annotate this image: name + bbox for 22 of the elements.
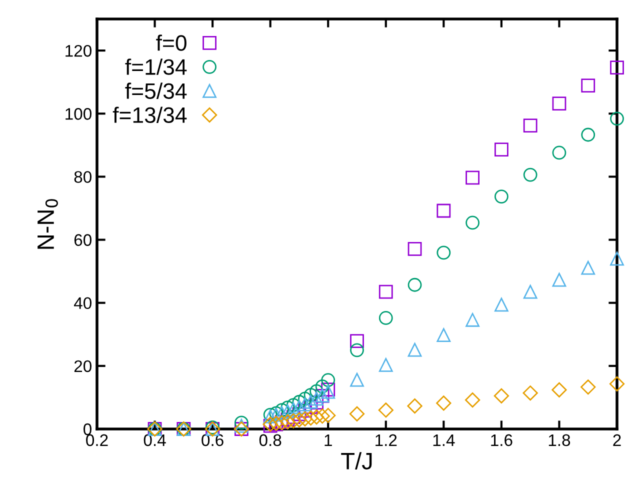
y-tick-label: 20 <box>74 360 92 372</box>
x-axis-title: T/J <box>341 452 372 470</box>
x-tick-label: 1.2 <box>376 434 397 446</box>
x-tick-label: 1.4 <box>433 434 455 446</box>
x-tick-label: 1.8 <box>548 434 570 446</box>
y-tick-label: 80 <box>74 171 92 183</box>
y-tick-label: 0 <box>84 423 92 436</box>
legend-label: f=1/34 <box>125 58 187 75</box>
x-tick-label: 0.8 <box>259 434 282 446</box>
y-tick-label: 40 <box>74 297 92 310</box>
x-tick-label: 0.2 <box>86 434 108 446</box>
x-tick-label: 2 <box>613 434 621 446</box>
y-tick-label: 100 <box>66 108 92 120</box>
legend-label: f=0 <box>156 34 186 51</box>
legend-label: f=5/34 <box>125 82 187 99</box>
y-axis-title: N-N$_{0}$ <box>38 199 58 249</box>
x-tick-label: 0.4 <box>144 434 166 446</box>
x-tick-label: 1.6 <box>491 434 512 446</box>
y-tick-label: 120 <box>66 44 92 57</box>
legend-label: f=13/34 <box>112 106 187 124</box>
y-tick-label: 60 <box>74 234 92 246</box>
x-tick-label: 1 <box>324 434 332 446</box>
